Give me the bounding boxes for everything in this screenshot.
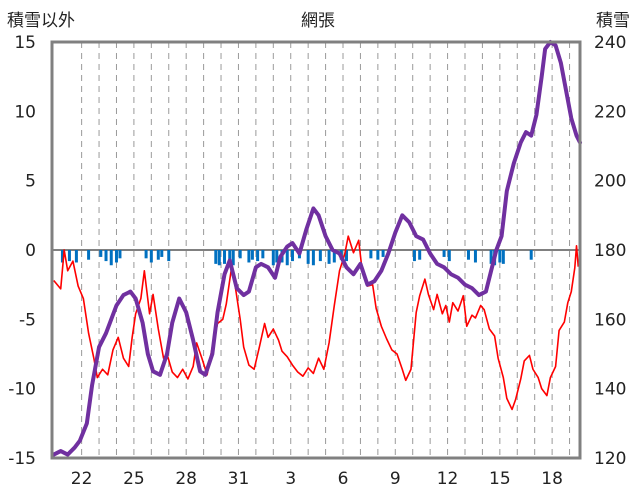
bar-13 <box>167 250 171 262</box>
bar-17 <box>228 250 232 263</box>
bar-19 <box>238 250 242 259</box>
bar-2 <box>74 250 78 263</box>
x-tick-label-3: 31 <box>228 469 250 489</box>
right-tick-label-6: 120 <box>594 449 626 469</box>
bar-14 <box>214 250 218 264</box>
x-axis-ticks: 22 25 28 31 3 6 9 12 15 18 <box>71 469 563 489</box>
right-tick-label-0: 240 <box>594 33 626 53</box>
bar-8 <box>118 250 122 259</box>
bar-34 <box>332 250 336 263</box>
x-tick-label-1: 25 <box>123 469 145 489</box>
bar-21 <box>250 250 254 260</box>
bar-46 <box>489 250 493 264</box>
bar-49 <box>501 250 505 264</box>
bar-31 <box>311 250 315 266</box>
bar-41 <box>418 250 422 260</box>
right-tick-label-4: 160 <box>594 310 626 330</box>
bar-4 <box>99 250 103 257</box>
bar-28 <box>290 250 294 262</box>
x-tick-label-6: 9 <box>390 469 401 489</box>
bar-0 <box>60 250 64 263</box>
bar-10 <box>149 250 153 263</box>
bar-1 <box>67 250 71 262</box>
bar-27 <box>285 250 289 266</box>
plot-frame <box>50 40 582 460</box>
bar-11 <box>156 250 160 260</box>
left-axis-label: 積雪以外 <box>7 11 75 31</box>
series-line-purple <box>51 40 582 457</box>
bar-50 <box>529 250 533 260</box>
bar-24 <box>271 250 275 266</box>
bar-25 <box>275 250 279 263</box>
bar-37 <box>369 250 373 259</box>
left-axis-ticks: 15 10 5 0 -5 -10 -15 <box>8 33 36 469</box>
right-axis-ticks: 240 220 200 180 160 140 120 <box>594 33 626 469</box>
chart-title: 網張 <box>301 11 335 31</box>
left-tick-label-3: 0 <box>25 241 36 261</box>
bar-15 <box>217 250 221 266</box>
bar-39 <box>381 250 385 257</box>
right-tick-label-3: 180 <box>594 241 626 261</box>
bar-36 <box>344 250 348 262</box>
x-tick-label-8: 15 <box>489 469 511 489</box>
bar-38 <box>376 250 380 260</box>
bar-16 <box>223 250 227 264</box>
left-tick-label-4: -5 <box>19 310 36 330</box>
left-tick-label-2: 5 <box>25 172 36 192</box>
bar-30 <box>306 250 310 264</box>
right-tick-label-1: 220 <box>594 102 626 122</box>
bar-22 <box>256 250 260 262</box>
left-tick-label-0: 15 <box>14 33 36 53</box>
series-line-red <box>53 235 580 411</box>
right-tick-label-5: 140 <box>594 380 626 400</box>
bar-20 <box>247 250 251 263</box>
bar-6 <box>109 250 113 266</box>
left-tick-label-1: 10 <box>14 102 36 122</box>
x-tick-label-0: 22 <box>71 469 93 489</box>
bar-5 <box>104 250 108 262</box>
left-tick-label-5: -10 <box>8 380 36 400</box>
bar-23 <box>261 250 265 259</box>
bar-40 <box>412 250 416 262</box>
x-tick-label-2: 28 <box>175 469 197 489</box>
x-tick-label-9: 18 <box>541 469 563 489</box>
x-tick-label-5: 6 <box>338 469 349 489</box>
bar-9 <box>144 250 148 259</box>
left-tick-label-6: -15 <box>8 449 36 469</box>
bar-12 <box>160 250 164 257</box>
bar-18 <box>231 250 235 266</box>
x-tick-label-4: 3 <box>285 469 296 489</box>
vertical-gridlines <box>81 42 571 458</box>
bar-32 <box>318 250 322 262</box>
bar-33 <box>327 250 331 264</box>
bar-7 <box>114 250 118 263</box>
x-tick-label-7: 12 <box>437 469 459 489</box>
bar-3 <box>87 250 91 260</box>
right-axis-label: 積雪 <box>596 11 630 31</box>
bar-45 <box>473 250 477 263</box>
bar-48 <box>498 250 502 263</box>
bar-43 <box>447 250 451 262</box>
bar-42 <box>442 250 446 257</box>
right-tick-label-2: 200 <box>594 172 626 192</box>
bar-44 <box>466 250 470 260</box>
